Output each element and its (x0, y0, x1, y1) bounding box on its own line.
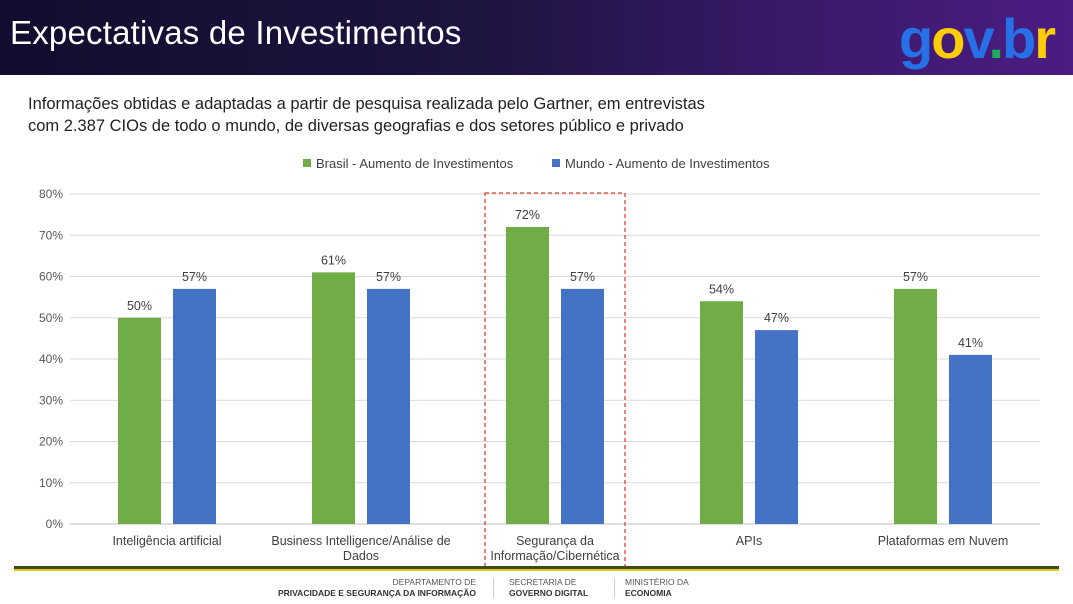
legend-swatch (552, 159, 560, 167)
y-tick-label: 20% (39, 435, 63, 449)
legend-entry: Mundo - Aumento de Investimentos (565, 156, 770, 171)
data-label: 41% (958, 336, 983, 350)
subtitle-line-1: Informações obtidas e adaptadas a partir… (28, 95, 705, 113)
legend-swatch (303, 159, 311, 167)
bar (506, 227, 549, 524)
footer-secretariat-line1: SECRETARIA DE (509, 577, 577, 587)
y-tick-label: 30% (39, 393, 63, 407)
x-tick-label: Dados (343, 549, 379, 563)
footer-ministry: MINISTÉRIO DA ECONOMIA (625, 577, 725, 599)
subtitle-line-2: com 2.387 CIOs de todo o mundo, de diver… (28, 117, 684, 135)
legend-entry: Brasil - Aumento de Investimentos (316, 156, 514, 171)
data-label: 57% (903, 270, 928, 284)
footer-accent-line (14, 569, 1059, 571)
govbr-logo-text: gov.br (899, 7, 1055, 70)
footer-department: DEPARTAMENTO DE PRIVACIDADE E SEGURANÇA … (262, 577, 476, 599)
y-tick-label: 0% (46, 517, 64, 531)
bar-chart: 0% 10% 20% 30% 40% 50% 60% 70% 80% Brasil - Aumen… (39, 156, 1040, 570)
bar (755, 330, 798, 524)
footer-secretariat: SECRETARIA DE GOVERNO DIGITAL (509, 577, 609, 599)
bar (118, 317, 161, 524)
footer-separator (614, 578, 615, 598)
y-tick-label: 50% (39, 311, 63, 325)
y-tick-label: 80% (39, 187, 63, 201)
page-title: Expectativas de Investimentos (10, 14, 462, 51)
footer-divider (14, 566, 1059, 569)
data-label: 54% (709, 282, 734, 296)
highlight-box (484, 192, 626, 570)
y-tick-label: 10% (39, 476, 63, 490)
y-tick-label: 60% (39, 270, 63, 284)
footer-secretariat-line2: GOVERNO DIGITAL (509, 588, 589, 598)
govbr-logo: gov.br (899, 7, 1057, 70)
y-tick-label: 40% (39, 352, 63, 366)
data-label: 57% (570, 270, 595, 284)
footer-separator (493, 578, 494, 598)
data-label: 72% (515, 208, 540, 222)
data-label: 47% (764, 311, 789, 325)
footer-ministry-line1: MINISTÉRIO DA (625, 577, 689, 587)
header-bar: Expectativas de Investimentos gov.br (0, 0, 1073, 75)
bar (173, 288, 216, 524)
x-tick-label: Business Intelligence/Análise de (271, 534, 450, 548)
bar (367, 288, 410, 524)
bar (700, 301, 743, 524)
x-tick-label: Plataformas em Nuvem (878, 534, 1009, 548)
bar (312, 272, 355, 524)
data-label: 50% (127, 299, 152, 313)
chart-subtitle: Informações obtidas e adaptadas a partir… (28, 93, 828, 137)
x-tick-label: APIs (736, 534, 762, 548)
data-label: 61% (321, 253, 346, 267)
x-tick-label: Segurança da (516, 534, 594, 548)
bar (949, 354, 992, 524)
data-label: 57% (376, 270, 401, 284)
footer-ministry-line2: ECONOMIA (625, 588, 672, 598)
bar (894, 288, 937, 524)
y-tick-label: 70% (39, 228, 63, 242)
footer-department-line2: PRIVACIDADE E SEGURANÇA DA INFORMAÇÃO (277, 588, 476, 598)
bar (561, 288, 604, 524)
data-label: 57% (182, 270, 207, 284)
x-tick-label: Inteligência artificial (112, 534, 221, 548)
footer-department-line1: DEPARTAMENTO DE (392, 577, 476, 587)
x-tick-label: Informação/Cibernética (490, 549, 619, 563)
